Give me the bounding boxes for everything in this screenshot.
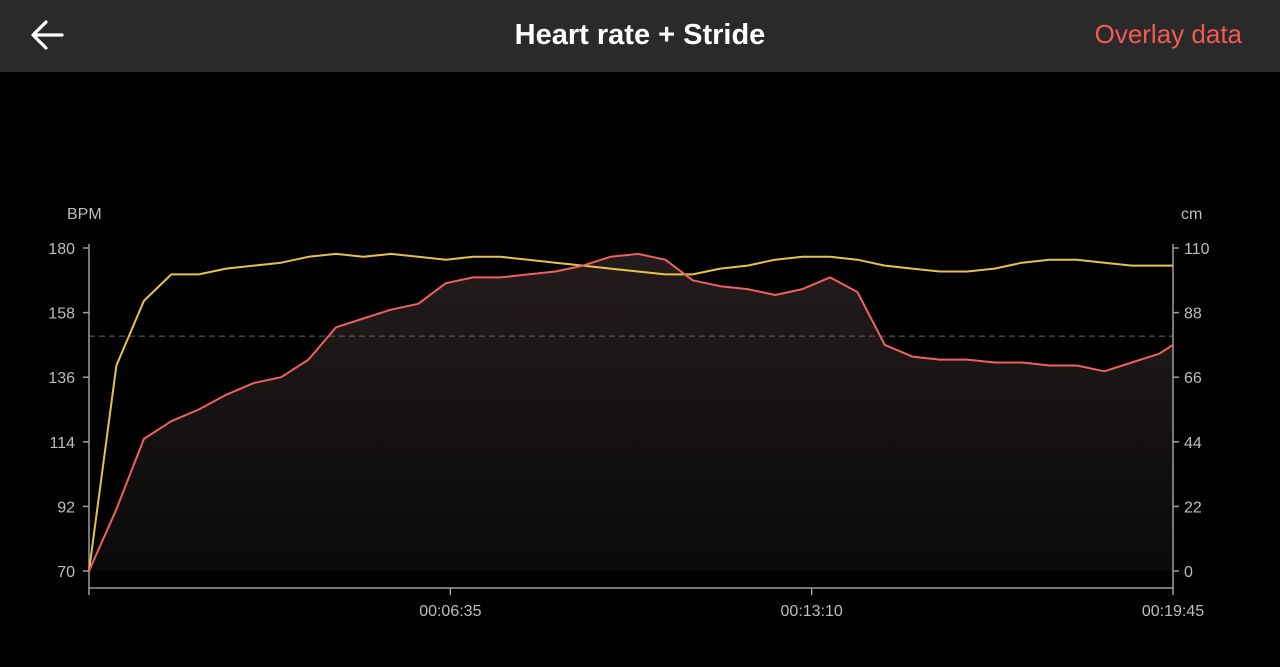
left-tick-label: 70 [57, 564, 75, 581]
right-tick-label: 66 [1184, 370, 1202, 387]
heart-rate-series-line [88, 252, 1174, 572]
left-tick-label: 158 [48, 306, 75, 323]
page-title: Heart rate + Stride [514, 19, 766, 51]
back-button[interactable] [24, 12, 72, 60]
right-tick-label: 22 [1184, 499, 1202, 516]
x-tick-label: 00:13:10 [781, 603, 843, 620]
right-axis-unit: cm [1181, 206, 1202, 223]
right-tick-label: 88 [1184, 306, 1202, 323]
left-tick-label: 180 [48, 241, 75, 258]
heart-rate-stride-chart: 70 92 114 136 158 180 0 22 44 66 88 110 00:06:35 00:1… [48, 206, 1210, 620]
left-tick-label: 114 [49, 435, 75, 452]
heart-rate-area [89, 253, 1173, 571]
overlay-data-button[interactable]: Overlay data [1094, 19, 1242, 49]
left-axis-unit: BPM [67, 206, 102, 223]
x-tick-label: 00:06:35 [419, 603, 481, 620]
x-tick-label: 00:19:45 [1142, 603, 1204, 620]
left-tick-label: 136 [48, 370, 75, 387]
right-tick-label: 110 [1184, 241, 1210, 258]
arrow-left-icon [31, 20, 64, 50]
right-tick-label: 0 [1184, 564, 1193, 581]
left-tick-label: 92 [57, 499, 75, 516]
right-tick-label: 44 [1184, 435, 1202, 452]
app-header: Heart rate + Stride Overlay data [0, 0, 1280, 72]
stride-series-line [88, 252, 1173, 572]
